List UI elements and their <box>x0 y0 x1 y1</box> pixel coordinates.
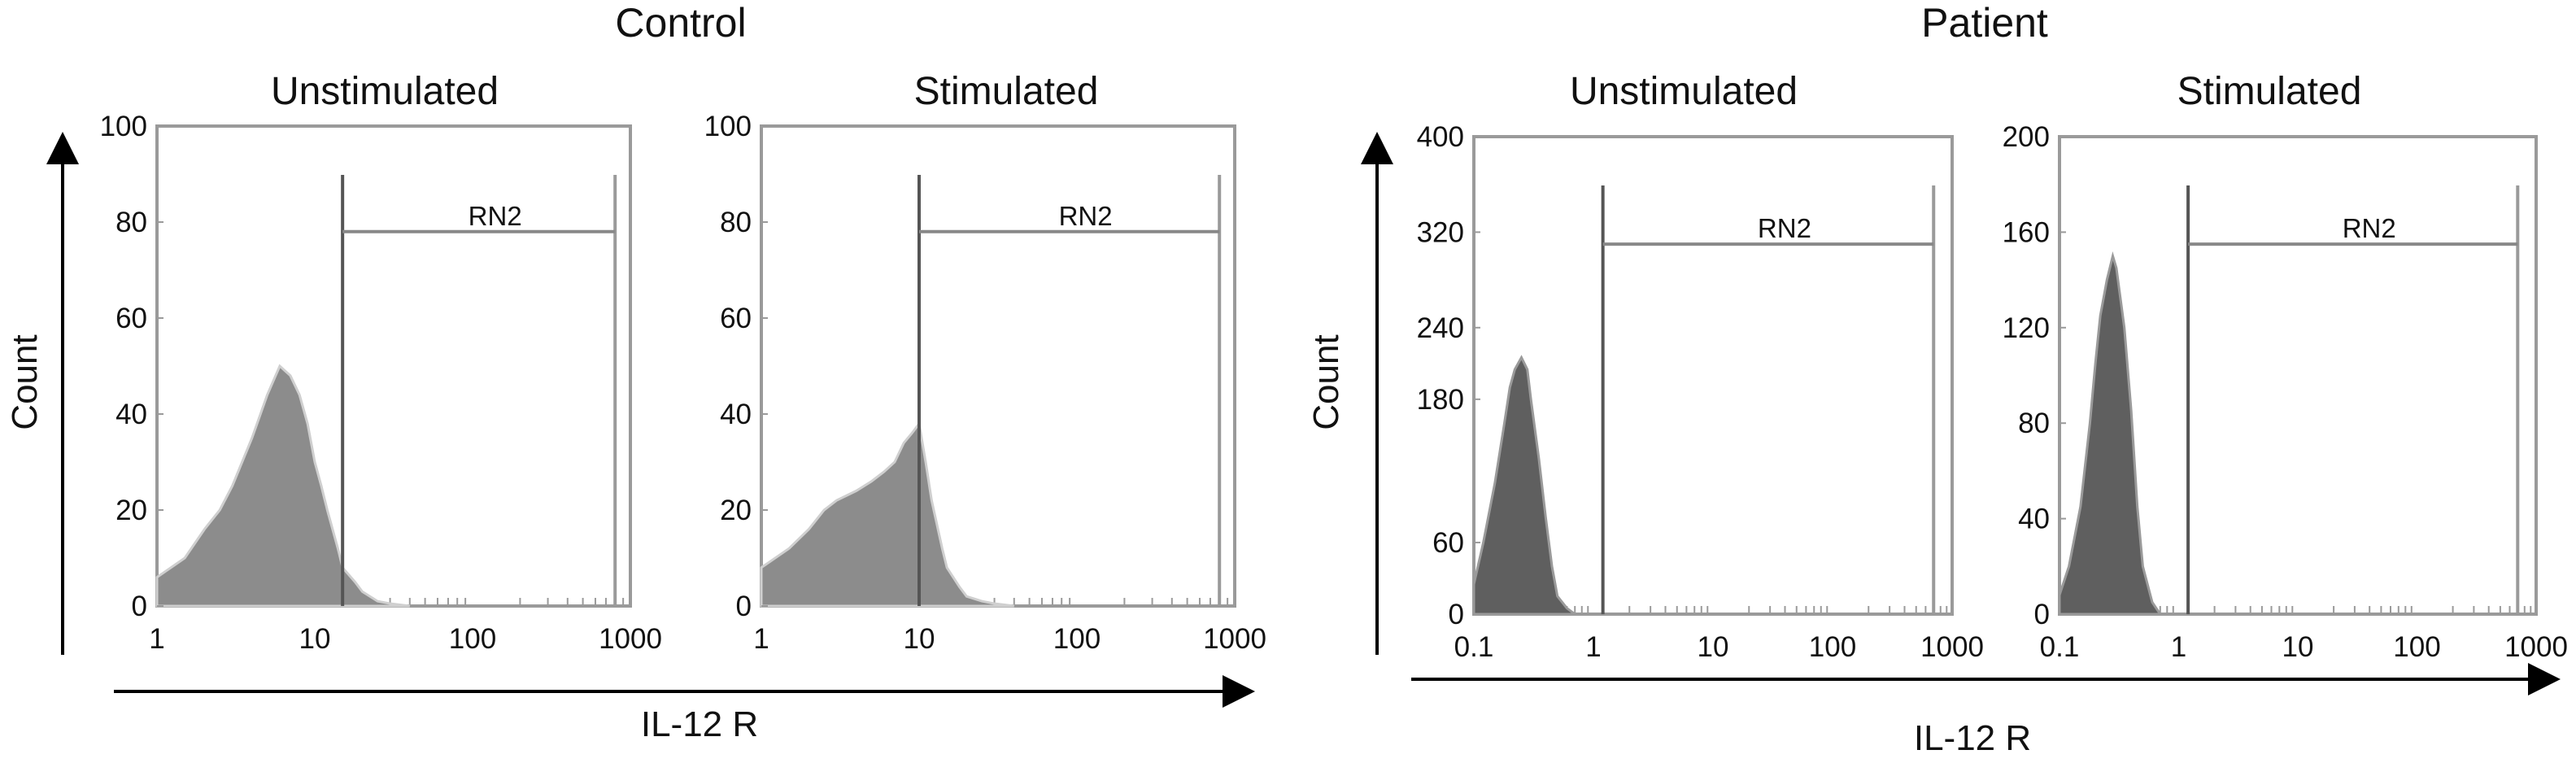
panel-patient-unstimulated: RN2 0 60 180 240 320 400 0.1 1 10 100 1000 <box>1417 121 1984 663</box>
panel-title-patient-unstimulated: Unstimulated <box>1570 70 1798 113</box>
x-tick-label: 0.1 <box>1454 631 1494 663</box>
y-tick-label: 20 <box>116 495 147 526</box>
x-tick-label: 0.1 <box>2040 631 2080 663</box>
group-title-control: Control <box>615 0 746 46</box>
gate-label: RN2 <box>2343 213 2396 243</box>
y-tick-label: 120 <box>2003 312 2050 344</box>
y-tick-label: 240 <box>1417 312 1464 344</box>
gate-label: RN2 <box>469 201 522 231</box>
y-tick-label: 40 <box>116 399 147 430</box>
x-tick-label: 1000 <box>1203 623 1266 655</box>
y-tick-label: 180 <box>1417 384 1464 416</box>
x-tick-label: 10 <box>904 623 935 655</box>
plot-frame <box>2058 135 2538 616</box>
y-tick-label: 40 <box>720 399 752 430</box>
x-tick-label: 1000 <box>599 623 662 655</box>
y-tick-label: 200 <box>2003 121 2050 153</box>
y-tick-label: 40 <box>2018 504 2050 535</box>
y-tick-label: 320 <box>1417 216 1464 248</box>
panel-patient-stimulated: RN2 0 40 80 120 160 200 0.1 1 10 100 1000 <box>2003 121 2568 663</box>
y-axis-label-control: Count <box>5 334 45 429</box>
x-axis-label-patient: IL-12 R <box>1914 718 2031 758</box>
gate-label: RN2 <box>1758 213 1811 243</box>
x-tick-label: 1000 <box>1920 631 1984 663</box>
y-tick-label: 0 <box>132 591 147 622</box>
y-tick-label: 160 <box>2003 216 2050 248</box>
y-tick-label: 100 <box>704 111 752 142</box>
plot-frame <box>1472 135 1954 616</box>
x-tick-label: 100 <box>449 623 496 655</box>
x-tick-label: 1 <box>149 623 164 655</box>
panel-title-control-unstimulated: Unstimulated <box>271 70 499 113</box>
panel-control-stimulated: RN2 0 20 40 60 80 100 1 10 100 1000 <box>704 111 1266 655</box>
x-tick-label: 1 <box>753 623 769 655</box>
y-tick-label: 60 <box>720 303 752 334</box>
panel-title-patient-stimulated: Stimulated <box>2177 70 2362 113</box>
histogram-area <box>1472 355 1579 616</box>
y-tick-label: 80 <box>116 207 147 238</box>
y-axis-label-patient: Count <box>1306 334 1346 429</box>
y-tick-label: 100 <box>100 111 147 142</box>
y-tick-label: 0 <box>736 591 752 622</box>
y-tick-label: 0 <box>2034 599 2050 630</box>
y-tick-label: 60 <box>116 303 147 334</box>
x-tick-label: 100 <box>1809 631 1856 663</box>
x-tick-label: 10 <box>1698 631 1729 663</box>
y-tick-label: 80 <box>720 207 752 238</box>
y-tick-label: 20 <box>720 495 752 526</box>
y-tick-label: 60 <box>1432 527 1464 559</box>
x-tick-label: 10 <box>2282 631 2314 663</box>
panel-title-control-stimulated: Stimulated <box>914 70 1099 113</box>
y-tick-label: 80 <box>2018 408 2050 439</box>
x-tick-label: 100 <box>1053 623 1101 655</box>
x-tick-label: 1000 <box>2504 631 2568 663</box>
histogram-area <box>760 421 1014 608</box>
histogram-area <box>2058 251 2163 616</box>
y-tick-label: 400 <box>1417 121 1464 153</box>
x-tick-label: 10 <box>299 623 331 655</box>
x-tick-label: 1 <box>2171 631 2186 663</box>
group-title-patient: Patient <box>1921 0 2048 46</box>
gate-label: RN2 <box>1059 201 1113 231</box>
histogram-area <box>155 364 410 608</box>
panel-control-unstimulated: RN2 0 20 40 60 80 100 1 10 100 1000 <box>100 111 662 655</box>
x-axis-label-control: IL-12 R <box>641 704 758 744</box>
x-tick-label: 100 <box>2393 631 2440 663</box>
y-tick-label: 0 <box>1449 599 1464 630</box>
x-tick-label: 1 <box>1585 631 1601 663</box>
